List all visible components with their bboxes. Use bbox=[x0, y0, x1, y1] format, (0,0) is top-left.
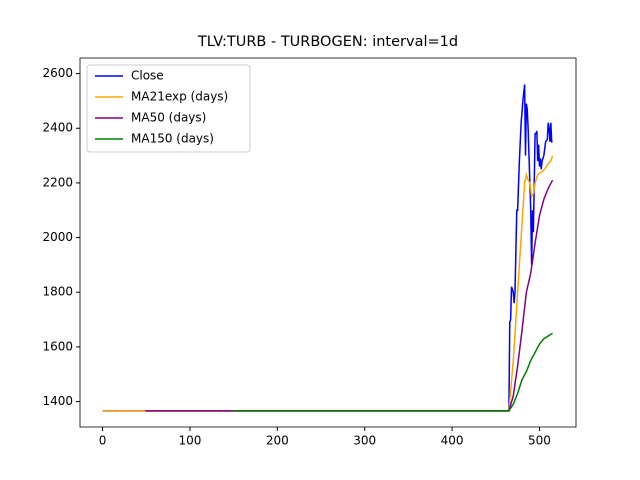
series-line bbox=[102, 84, 553, 412]
y-tick-label: 2000 bbox=[42, 230, 73, 244]
legend-box bbox=[86, 64, 251, 153]
x-tick-label: 200 bbox=[266, 434, 289, 448]
x-tick-label: 300 bbox=[353, 434, 376, 448]
y-tick-label: 1600 bbox=[42, 339, 73, 353]
plot-frame bbox=[79, 57, 577, 428]
legend-label: MA21exp (days) bbox=[131, 90, 228, 104]
legend-label: MA150 (days) bbox=[131, 132, 214, 146]
series-line bbox=[102, 155, 554, 412]
series-line bbox=[232, 332, 553, 412]
y-tick-label: 2200 bbox=[42, 175, 73, 189]
chart-title: TLV:TURB - TURBOGEN: interval=1d bbox=[197, 34, 458, 50]
x-tick-label: 0 bbox=[99, 434, 107, 448]
y-tick-label: 1800 bbox=[42, 285, 73, 299]
y-tick-label: 2400 bbox=[42, 121, 73, 135]
x-tick-label: 500 bbox=[528, 434, 551, 448]
legend-label: Close bbox=[131, 69, 164, 83]
legend-label: MA50 (days) bbox=[131, 111, 206, 125]
x-tick-label: 400 bbox=[441, 434, 464, 448]
series-line bbox=[145, 179, 554, 412]
y-tick-label: 2600 bbox=[42, 66, 73, 80]
x-tick-label: 100 bbox=[178, 434, 201, 448]
y-tick-label: 1400 bbox=[42, 394, 73, 408]
